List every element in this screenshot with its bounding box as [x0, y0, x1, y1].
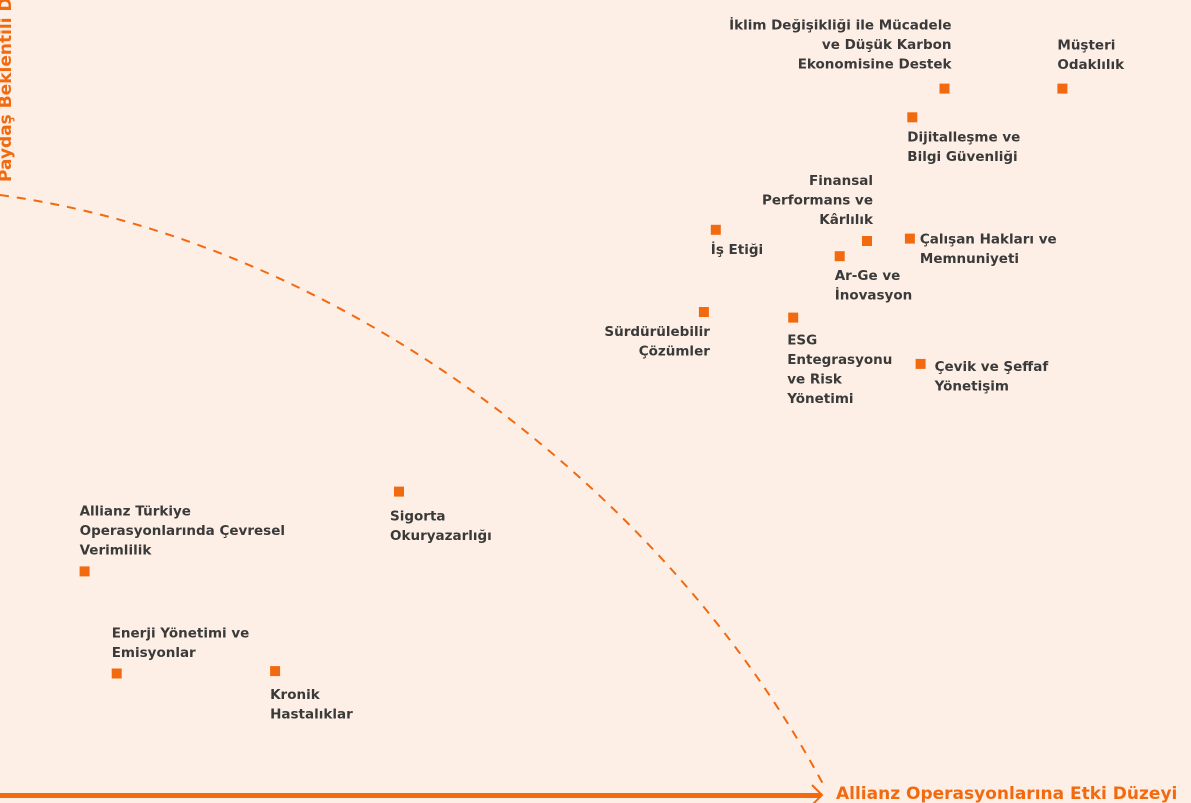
- point-label-line: Odaklılık: [1057, 57, 1125, 73]
- y-axis-title: Paydaş Beklentili Düzeyi: [0, 0, 16, 182]
- point-label: Enerji Yönetimi ve Emisyonlar: [112, 626, 250, 662]
- point-label-line: İklim Değişikliği ile Mücadele: [729, 17, 951, 34]
- point-label-line: Müşteri: [1057, 38, 1115, 54]
- point-marker: [834, 251, 845, 262]
- point-label: Allianz Türkiye Operasyonlarında Çevresel…: [80, 503, 285, 558]
- data-point: Finansal Performans ve Kârlılık: [762, 173, 874, 246]
- point-label-line: Allianz Türkiye: [80, 503, 191, 519]
- point-label-line: Ar-Ge ve: [835, 268, 901, 284]
- point-label-line: Enerji Yönetimi ve: [112, 626, 250, 642]
- point-label-line: Operasyonlarında Çevresel: [80, 523, 285, 539]
- point-label-line: Yönetimi: [786, 391, 853, 407]
- point-label: ESG Entegrasyonu ve Risk Yönetimi: [786, 333, 892, 408]
- point-label-line: Entegrasyonu: [787, 352, 892, 368]
- x-axis-arrow-icon: [811, 784, 824, 803]
- data-point: Ar-Ge ve İnovasyon: [834, 251, 913, 304]
- point-marker: [939, 83, 950, 94]
- threshold-curve: [0, 194, 824, 785]
- data-point: İş Etiği: [710, 224, 763, 258]
- data-point: Müşteri Odaklılık: [1057, 38, 1125, 94]
- point-marker: [79, 566, 90, 577]
- point-label: Sigorta Okuryazarlığı: [390, 509, 492, 545]
- point-label-line: Çözümler: [639, 344, 711, 360]
- point-marker: [394, 486, 404, 497]
- point-label: Çevik ve Şeffaf Yönetişim: [934, 359, 1049, 395]
- point-label-line: ESG: [787, 333, 817, 349]
- point-label-line: Çalışan Hakları ve: [920, 232, 1057, 248]
- point-label: Dijitalleşme ve Bilgi Güvenliği: [907, 129, 1020, 165]
- point-label-line: Finansal: [809, 173, 873, 189]
- point-label: İş Etiği: [711, 241, 763, 258]
- point-label-line: ve Risk: [787, 372, 843, 388]
- point-label-line: Çevik ve Şeffaf: [935, 359, 1049, 375]
- point-marker: [788, 312, 799, 323]
- point-label-line: Sigorta: [390, 509, 446, 525]
- point-label-line: Emisyonlar: [112, 645, 196, 661]
- point-label-line: Dijitalleşme ve: [907, 129, 1020, 145]
- point-label-line: Ekonomisine Destek: [798, 57, 953, 73]
- point-marker: [907, 112, 918, 123]
- point-label-line: Kronik: [270, 687, 321, 703]
- data-point: Sürdürülebilir Çözümler: [604, 307, 710, 360]
- point-label: İklim Değişikliği ile Mücadele ve Düşük K…: [729, 17, 952, 73]
- point-label: Ar-Ge ve İnovasyon: [835, 268, 913, 304]
- point-label-line: Verimlilik: [80, 542, 153, 558]
- data-point: Dijitalleşme ve Bilgi Güvenliği: [907, 112, 1020, 165]
- point-label-line: Hastalıklar: [270, 707, 353, 723]
- point-label-line: ve Düşük Karbon: [822, 37, 952, 53]
- point-label: Kronik Hastalıklar: [270, 687, 353, 723]
- point-label-line: İnovasyon: [835, 287, 913, 304]
- x-axis-title: Allianz Operasyonlarına Etki Düzeyi: [836, 784, 1177, 803]
- point-label-line: Memnuniyeti: [920, 251, 1019, 267]
- point-marker: [270, 666, 281, 677]
- point-label: Sürdürülebilir Çözümler: [604, 324, 710, 360]
- point-label: Müşteri Odaklılık: [1057, 38, 1125, 74]
- point-label-line: Bilgi Güvenliği: [907, 149, 1017, 165]
- point-label: Finansal Performans ve Kârlılık: [762, 173, 874, 228]
- data-point: Sigorta Okuryazarlığı: [390, 486, 492, 545]
- data-point: Çalışan Hakları ve Memnuniyeti: [904, 232, 1057, 268]
- point-label-line: Okuryazarlığı: [390, 528, 492, 544]
- point-marker: [698, 307, 709, 317]
- point-label-line: Sürdürülebilir: [604, 324, 710, 340]
- data-point: İklim Değişikliği ile Mücadele ve Düşük K…: [729, 17, 953, 94]
- data-point: Enerji Yönetimi ve Emisyonlar: [111, 626, 250, 679]
- point-marker: [915, 358, 926, 369]
- data-point: Kronik Hastalıklar: [270, 666, 353, 723]
- point-label-line: Kârlılık: [819, 212, 874, 228]
- point-marker: [710, 224, 721, 235]
- point-marker: [1057, 83, 1068, 94]
- point-marker: [111, 668, 122, 679]
- data-point: ESG Entegrasyonu ve Risk Yönetimi: [786, 312, 892, 408]
- point-label-line: Performans ve: [762, 193, 873, 209]
- point-marker: [904, 233, 915, 244]
- point-marker: [862, 236, 872, 246]
- data-point: Çevik ve Şeffaf Yönetişim: [915, 358, 1049, 395]
- x-axis-line: [0, 793, 821, 798]
- point-label: Çalışan Hakları ve Memnuniyeti: [920, 232, 1057, 268]
- data-point: Allianz Türkiye Operasyonlarında Çevresel…: [79, 503, 285, 577]
- point-label-line: Yönetişim: [934, 378, 1009, 394]
- point-label-line: İş Etiği: [711, 241, 763, 258]
- points-layer: İklim Değişikliği ile Mücadele ve Düşük K…: [79, 17, 1125, 723]
